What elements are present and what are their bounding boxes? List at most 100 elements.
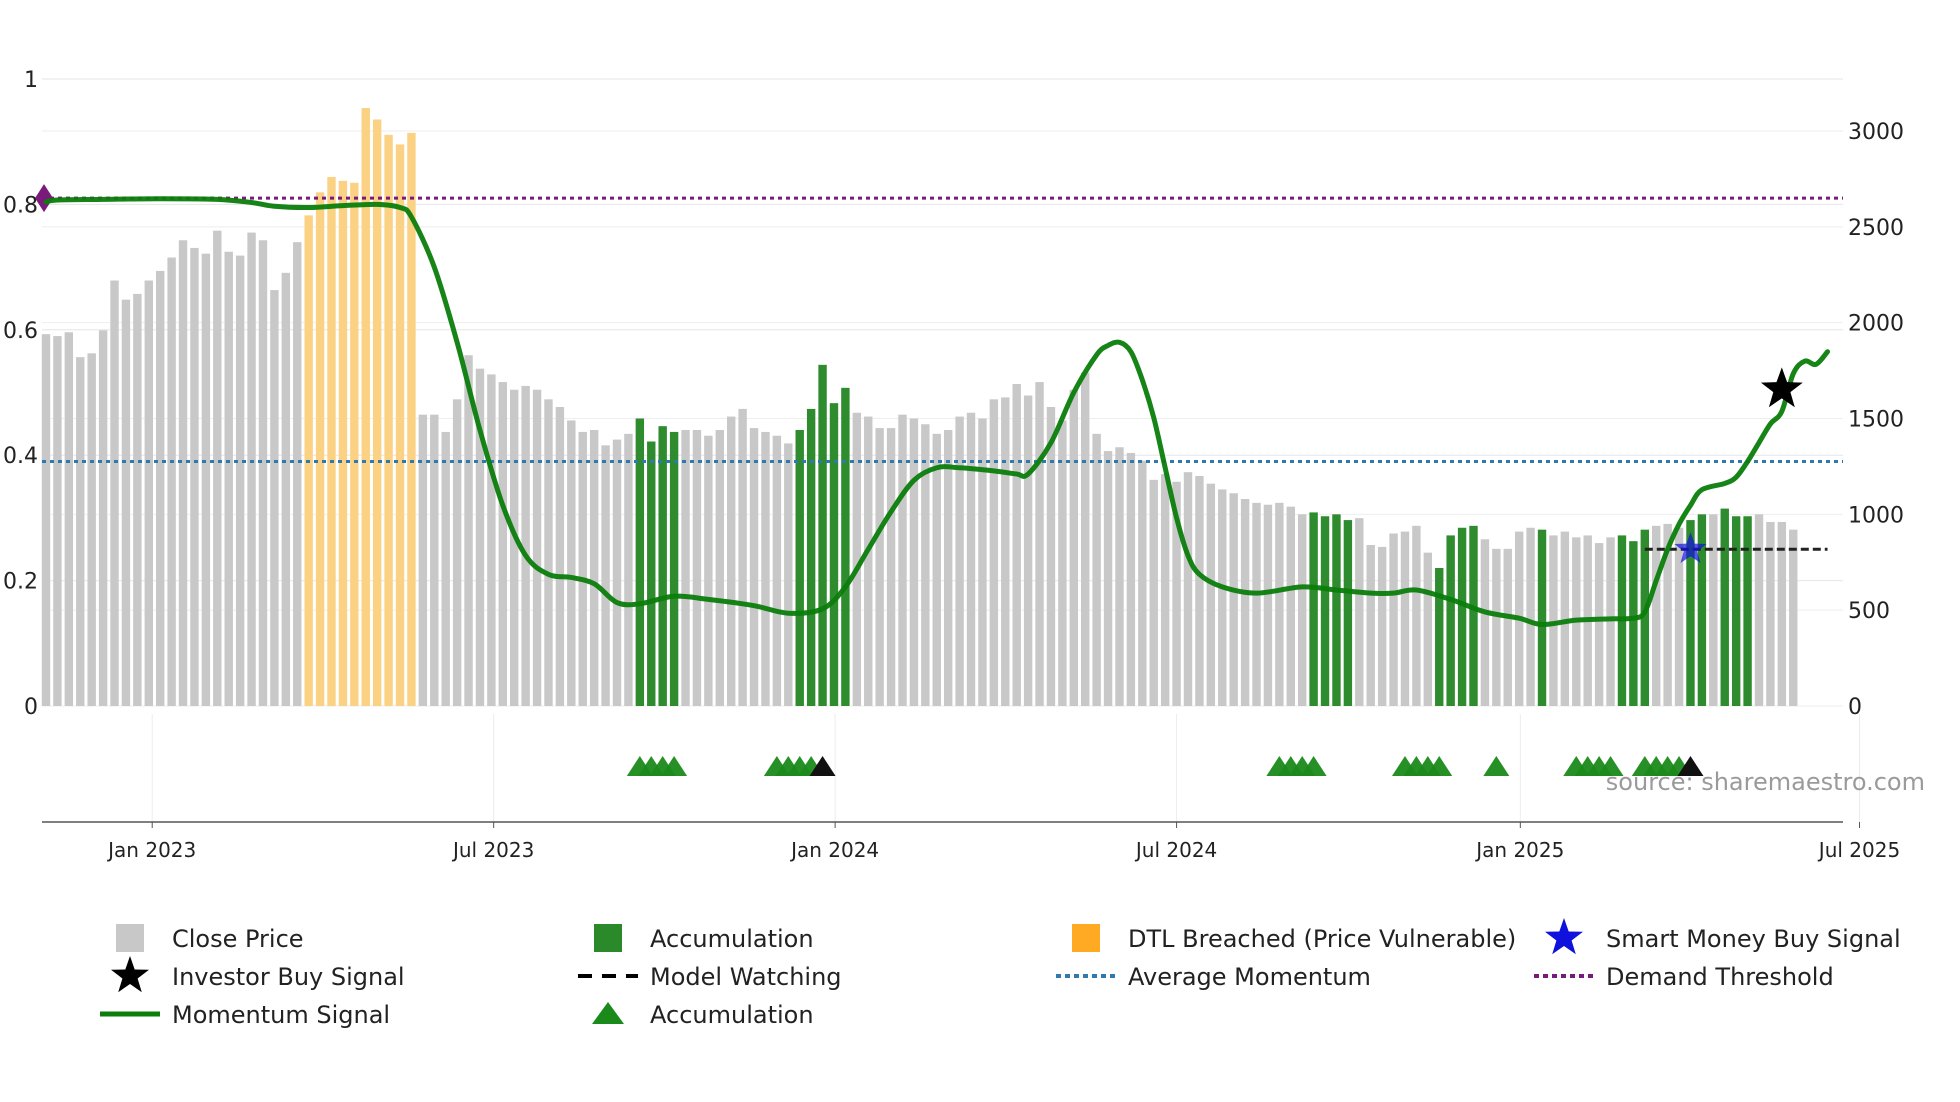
- accumulation-bar: [1537, 529, 1547, 706]
- close-price-bar: [452, 399, 462, 706]
- left-axis-tick-label: 0: [24, 695, 38, 720]
- dtl-breached-bar: [395, 144, 405, 706]
- momentum-signal-line: [43, 196, 1831, 627]
- right-axis-tick-label: 0: [1848, 695, 1862, 720]
- close-price-bar: [852, 412, 862, 706]
- legend-label: Close Price: [172, 925, 304, 953]
- x-axis-tick-label: Jan 2025: [1474, 838, 1564, 862]
- x-axis-tick-label: Jan 2023: [106, 838, 196, 862]
- close-price-bar: [601, 445, 610, 706]
- close-price-bar: [521, 385, 530, 706]
- axes: 0 0.2 0.4 0.6 0.8 1 0 500 1000 1500 2000 2500 3000 Ja…: [3, 68, 1904, 862]
- legend-item-blue-star: Smart Money Buy Signal: [1545, 918, 1901, 955]
- close-price-bar: [1103, 451, 1113, 706]
- close-price-bar: [589, 430, 599, 706]
- close-price-bar: [1652, 525, 1661, 706]
- close-price-bar: [772, 435, 782, 706]
- close-price-bar: [784, 443, 793, 706]
- close-price-bar: [247, 232, 256, 707]
- model-watching-triangle-icon: [1677, 756, 1704, 776]
- legend-label: Investor Buy Signal: [172, 963, 405, 991]
- model-watching-triangle-icon: [809, 756, 836, 776]
- close-price-bar: [178, 240, 188, 706]
- close-price-bar: [567, 420, 576, 706]
- close-price-bar: [1503, 548, 1512, 706]
- accumulation-triangle-icon: [661, 756, 688, 776]
- legend-blue-star-icon: [1545, 918, 1583, 955]
- close-price-bar: [98, 330, 108, 706]
- close-price-bar: [966, 412, 976, 706]
- close-price-bar: [1023, 395, 1033, 706]
- accumulation-triangle-icon: [1426, 756, 1453, 776]
- dtl-breached-bar: [338, 180, 348, 707]
- right-axis-tick-label: 500: [1848, 599, 1890, 624]
- accumulation-bar: [658, 426, 667, 706]
- right-axis-tick-label: 2500: [1848, 216, 1904, 241]
- accumulation-bar: [806, 408, 816, 706]
- accumulation-bar: [647, 441, 656, 706]
- close-price-bar: [258, 240, 268, 706]
- close-price-bar: [1275, 502, 1284, 706]
- close-price-bar: [1754, 514, 1764, 706]
- close-price-bar: [1298, 514, 1307, 706]
- close-price-bar: [64, 332, 74, 706]
- close-price-bar: [875, 428, 884, 706]
- legend-label: Momentum Signal: [172, 1001, 390, 1029]
- close-price-bar: [1149, 479, 1158, 706]
- close-price-bar: [544, 399, 553, 706]
- legend-item-green-triangle: Accumulation: [592, 1001, 814, 1029]
- legend-label: Accumulation: [650, 1001, 814, 1029]
- legend-label: Smart Money Buy Signal: [1606, 925, 1901, 953]
- investor-buy-star-icon: [1760, 367, 1803, 408]
- dtl-breached-bar: [372, 119, 382, 706]
- close-price-bar: [1115, 447, 1124, 706]
- close-price-bar: [110, 280, 119, 706]
- left-axis-tick-label: 0.6: [3, 319, 38, 344]
- close-price-bar: [624, 433, 633, 706]
- close-price-bar: [1126, 453, 1136, 706]
- close-price-bar: [1777, 522, 1787, 706]
- legend: Close Price Accumulation DTL Breached (Pri…: [100, 918, 1901, 1029]
- close-price-bar: [1058, 420, 1067, 706]
- close-price-bar: [864, 416, 873, 706]
- close-price-bar: [1046, 407, 1056, 706]
- close-price-bar: [738, 408, 747, 706]
- lower-marker-panel: [626, 756, 1704, 776]
- close-price-bar: [1492, 548, 1501, 706]
- close-price-bar: [1012, 384, 1021, 706]
- right-axis-tick-label: 1000: [1848, 503, 1904, 528]
- accumulation-bar: [795, 430, 804, 706]
- right-axis-tick-label: 2000: [1848, 312, 1904, 337]
- accumulation-bar: [635, 418, 645, 706]
- close-price-bar: [1069, 389, 1078, 706]
- close-price-bar: [692, 430, 702, 706]
- close-price-bar: [704, 435, 713, 706]
- left-axis-tick-label: 0.8: [3, 193, 38, 218]
- close-price-bar: [144, 280, 153, 706]
- close-price-bar: [761, 431, 770, 706]
- accumulation-bar: [1743, 516, 1752, 706]
- close-price-bar: [418, 414, 428, 706]
- legend-label: Accumulation: [650, 925, 814, 953]
- close-price-bar: [1389, 533, 1398, 706]
- accumulation-bar: [1309, 512, 1318, 706]
- momentum-series: [43, 196, 1831, 627]
- legend-item-dotted-purple-line: Demand Threshold: [1534, 963, 1834, 991]
- close-price-bar: [510, 389, 519, 706]
- close-price-bar: [1172, 481, 1181, 706]
- accumulation-bar: [669, 431, 679, 706]
- close-price-bar: [727, 416, 736, 706]
- close-price-bar: [1229, 493, 1238, 706]
- right-axis-tick-label: 1500: [1848, 408, 1904, 433]
- legend-gray-square-icon: [116, 924, 144, 952]
- accumulation-triangle-icon: [1483, 756, 1510, 776]
- close-price-bar: [1400, 531, 1410, 706]
- dtl-breached-bar: [361, 108, 370, 706]
- legend-black-star-icon: [111, 956, 149, 993]
- close-price-bar: [464, 355, 473, 706]
- legend-item-green-line: Momentum Signal: [100, 1001, 390, 1029]
- right-axis-tick-label: 3000: [1848, 120, 1904, 145]
- price-bars: [41, 108, 1798, 707]
- accumulation-bar: [1731, 516, 1741, 706]
- demand-threshold-marker: [35, 184, 53, 213]
